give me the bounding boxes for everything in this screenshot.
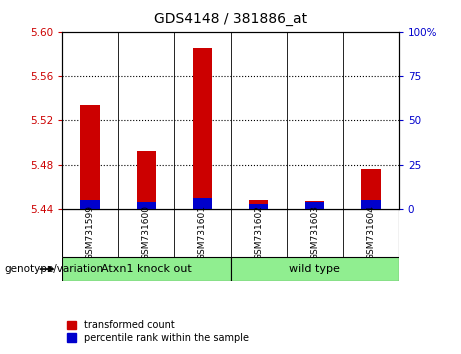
FancyBboxPatch shape [62,257,230,281]
Text: GSM731604: GSM731604 [366,205,375,260]
Text: GSM731599: GSM731599 [86,205,95,260]
Text: GSM731600: GSM731600 [142,205,151,260]
Bar [305,202,325,209]
Bar [361,200,380,209]
Bar [305,201,325,209]
Bar [81,200,100,209]
Text: GSM731603: GSM731603 [310,205,319,260]
Bar [361,169,380,209]
Bar [136,202,156,209]
Bar [193,198,212,209]
Text: GSM731601: GSM731601 [198,205,207,260]
Bar [249,200,268,209]
FancyBboxPatch shape [230,257,399,281]
Bar [249,204,268,209]
Text: GSM731602: GSM731602 [254,205,263,260]
Text: Atxn1 knock out: Atxn1 knock out [101,264,192,274]
Legend: transformed count, percentile rank within the sample: transformed count, percentile rank withi… [67,320,248,343]
Text: GDS4148 / 381886_at: GDS4148 / 381886_at [154,12,307,27]
Bar [136,151,156,209]
Text: genotype/variation: genotype/variation [5,264,104,274]
Text: wild type: wild type [289,264,340,274]
Bar [81,105,100,209]
Bar [193,48,212,209]
